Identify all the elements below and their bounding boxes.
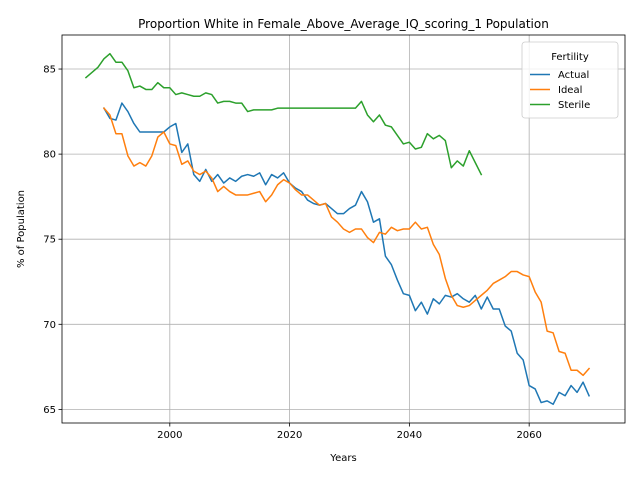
legend-title: Fertility (551, 52, 589, 63)
plot-frame (61, 34, 626, 424)
legend-label-ideal: Ideal (558, 85, 582, 96)
x-axis-label: Years (329, 453, 356, 464)
legend: Fertility Actual Ideal Sterile (521, 41, 619, 119)
x-axis: 2000 2020 2040 2060 (157, 423, 542, 441)
legend-box (521, 41, 619, 119)
x-tick-label: 2060 (516, 430, 541, 441)
x-tick-label: 2000 (157, 430, 182, 441)
series-layer (84, 52, 591, 406)
y-tick-label: 65 (43, 405, 56, 416)
x-tick-label: 2020 (277, 430, 302, 441)
series-line-sterile (84, 52, 483, 176)
y-tick-label: 85 (43, 65, 56, 76)
y-tick-label: 75 (43, 235, 56, 246)
y-axis-label: % of Population (16, 190, 27, 268)
y-tick-label: 70 (43, 320, 56, 331)
legend-label-actual: Actual (558, 70, 589, 81)
legend-label-sterile: Sterile (558, 100, 590, 111)
y-axis: 65 70 75 80 85 (43, 65, 62, 416)
series-line-ideal (102, 107, 591, 377)
y-tick-label: 80 (43, 150, 56, 161)
x-tick-label: 2040 (397, 430, 422, 441)
series-line-actual (102, 102, 591, 406)
chart-title: Proportion White in Female_Above_Average… (138, 17, 549, 31)
